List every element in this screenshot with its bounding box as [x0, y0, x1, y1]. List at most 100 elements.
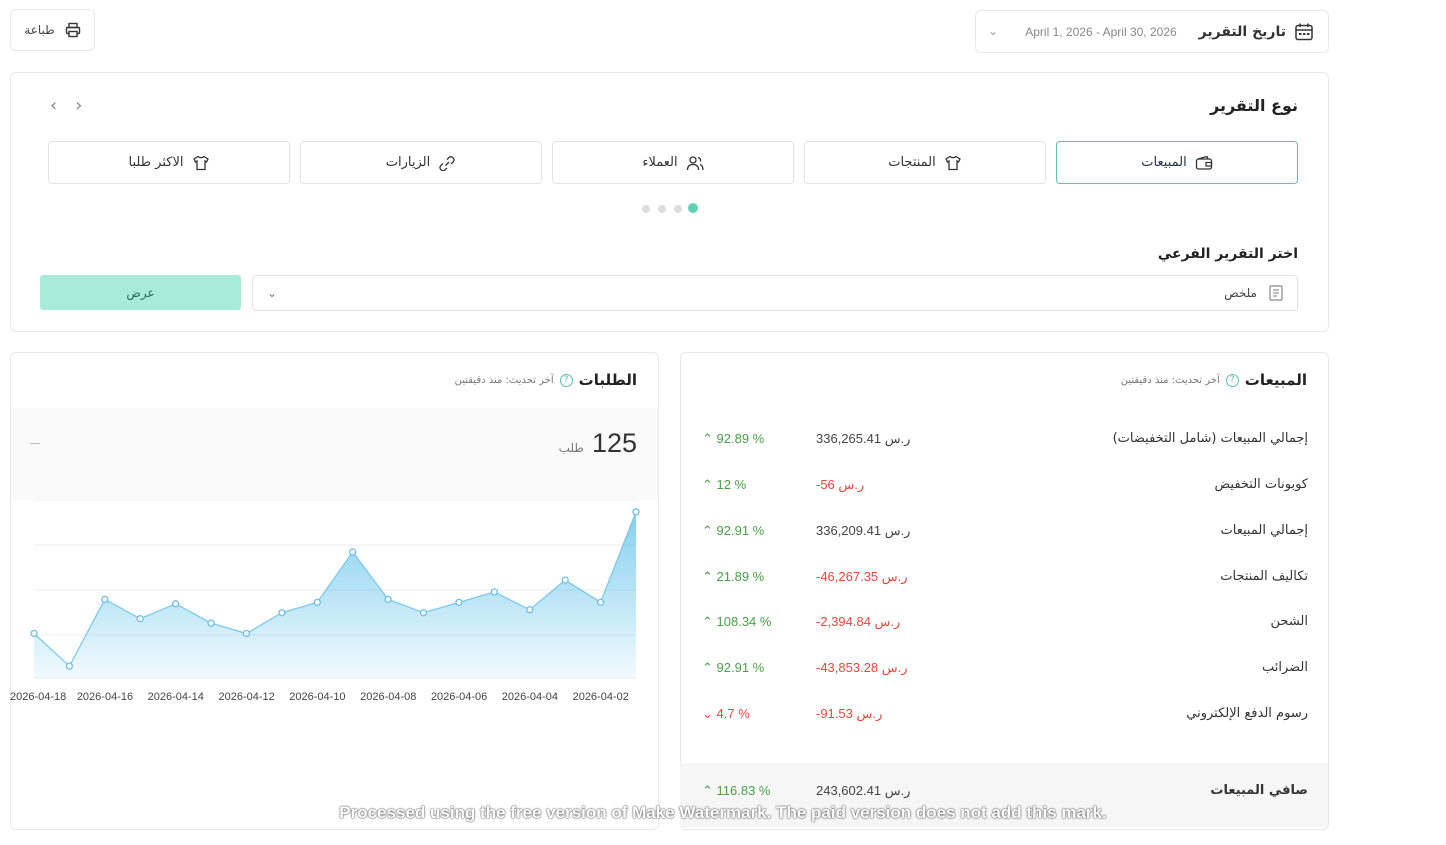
tab-most-ordered[interactable]: الاكثر طلبا [48, 141, 290, 184]
row-value: 336,209.41 ر.س [816, 523, 911, 538]
sales-row: رسوم الدفع الإلكتروني -91.53 ر.س ⌄ 4.7 % [690, 706, 1308, 726]
trend-up-icon: ⌃ [702, 660, 717, 675]
trend-up-icon: ⌃ [702, 523, 717, 538]
data-point[interactable] [455, 598, 463, 606]
trend-up-icon: ⌃ [702, 614, 717, 629]
tab-label: الاكثر طلبا [128, 155, 184, 170]
data-point[interactable] [136, 615, 144, 623]
x-tick-label: 2026-04-02 [572, 691, 629, 703]
tab-products[interactable]: المنتجات [804, 141, 1046, 184]
row-pct: ⌄ 4.7 % [702, 706, 750, 721]
row-label: إجمالي المبيعات [1220, 523, 1308, 538]
shirt-icon [192, 155, 209, 170]
trend-up-icon: ⌃ [702, 783, 717, 798]
date-label: تاريخ التقرير [1198, 23, 1286, 40]
pager-dot[interactable] [674, 205, 682, 213]
data-point[interactable] [65, 662, 74, 670]
orders-summary-band [11, 408, 658, 500]
sales-panel [680, 352, 1329, 830]
chevron-right-icon[interactable]: › [75, 95, 83, 116]
data-point[interactable] [596, 598, 605, 606]
chevron-down-icon: ⌄ [267, 286, 278, 300]
watermark-caption: Processed using the free version of Make… [339, 803, 1107, 822]
shirt-icon [944, 155, 961, 170]
row-label: كوبونات التخفيض [1214, 477, 1308, 492]
data-point[interactable] [419, 609, 428, 617]
x-tick-label: 2026-04-04 [501, 691, 559, 703]
orders-total: 125 طلب [559, 428, 637, 459]
carousel-arrows: ‹ › [50, 95, 82, 116]
data-point[interactable] [561, 576, 569, 584]
x-tick-label: 2026-04-06 [430, 691, 488, 703]
tab-sales[interactable]: المبيعات [1056, 141, 1298, 184]
data-point[interactable] [384, 595, 392, 604]
link-icon [439, 155, 455, 171]
trend-down-icon: ⌄ [702, 706, 717, 721]
date-range-value: April 1, 2026 - April 30, 2026 [1025, 24, 1177, 39]
tab-customers[interactable]: العملاء [552, 141, 794, 184]
x-tick-label: 2026-04-16 [76, 691, 134, 703]
sub-report-select[interactable]: ملخص ⌄ [252, 275, 1298, 311]
data-point[interactable] [171, 600, 180, 608]
sales-panel-title: المبيعات [1244, 371, 1307, 389]
row-pct: ⌃ 116.83 % [702, 783, 771, 798]
row-value: 243,602.41 ر.س [816, 783, 911, 798]
calendar-icon [1295, 23, 1313, 40]
data-point[interactable] [313, 598, 321, 606]
data-point[interactable] [101, 595, 109, 604]
trend-up-icon: ⌃ [702, 431, 717, 446]
data-point[interactable] [349, 548, 357, 556]
row-label: تكاليف المنتجات [1220, 569, 1308, 584]
sub-report-value: ملخص [1224, 286, 1257, 300]
data-point[interactable] [632, 508, 640, 516]
chevron-left-icon[interactable]: ‹ [50, 95, 58, 116]
legend-toggle[interactable] [30, 443, 40, 444]
help-icon[interactable]: ? [1225, 373, 1239, 387]
row-label: الضرائب [1261, 660, 1308, 675]
trend-up-icon: ⌃ [702, 569, 717, 584]
data-point[interactable] [526, 606, 534, 614]
tab-label: الزيارات [385, 155, 431, 170]
trend-up-icon: ⌃ [702, 477, 717, 492]
row-value: -91.53 ر.س [816, 706, 883, 721]
print-label: طباعة [24, 23, 55, 37]
show-button[interactable]: عرض [40, 275, 241, 310]
sales-row: الضرائب -43,853.28 ر.س ⌃ 92.91 % [690, 660, 1308, 680]
row-value: -46,267.35 ر.س [816, 569, 908, 584]
row-label: صافي المبيعات [1210, 783, 1308, 798]
orders-total-unit: طلب [558, 441, 584, 455]
sales-panel-header: المبيعات ? آخر تحديث: منذ دقيقتين [1121, 371, 1307, 389]
row-value: 336,265.41 ر.س [816, 431, 911, 446]
last-updated: آخر تحديث: منذ دقيقتين [1120, 374, 1220, 386]
pager-dot[interactable] [658, 205, 666, 213]
data-point[interactable] [207, 619, 215, 627]
help-icon[interactable]: ? [559, 373, 573, 387]
row-label: الشحن [1270, 614, 1308, 629]
sales-row: تكاليف المنتجات -46,267.35 ر.س ⌃ 21.89 % [690, 569, 1308, 589]
date-range-picker[interactable]: تاريخ التقرير April 1, 2026 - April 30, … [975, 10, 1329, 53]
sales-row: الشحن -2,394.84 ر.س ⌃ 108.34 % [690, 614, 1308, 634]
x-tick-label: 2026-04-12 [218, 691, 275, 703]
data-point[interactable] [490, 588, 499, 596]
data-point[interactable] [30, 629, 38, 638]
pager-dot-active[interactable] [688, 203, 698, 213]
report-type-title: نوع التقرير [1210, 96, 1298, 115]
pager-dot[interactable] [642, 205, 650, 213]
document-icon [1269, 285, 1283, 301]
orders-panel-header: الطلبات ? آخر تحديث: منذ دقيقتين [455, 371, 637, 389]
users-icon [686, 155, 704, 170]
data-point[interactable] [242, 629, 251, 638]
sub-report-title: اختر التقرير الفرعي [1157, 246, 1298, 262]
print-button[interactable]: طباعة [10, 9, 95, 51]
last-updated: آخر تحديث: منذ دقيقتين [454, 374, 554, 386]
row-label: إجمالي المبيعات (شامل التخفيضات) [1112, 431, 1308, 446]
tab-visits[interactable]: الزيارات [300, 141, 542, 184]
data-point[interactable] [278, 609, 286, 617]
chevron-down-icon: ⌄ [988, 24, 999, 38]
row-value: -56 ر.س [816, 477, 865, 492]
net-sales-row: صافي المبيعات 243,602.41 ر.س ⌃ 116.83 % [690, 783, 1308, 803]
tab-label: العملاء [642, 155, 678, 170]
tab-label: المبيعات [1141, 155, 1187, 170]
x-tick-label: 2026-04-10 [289, 691, 346, 703]
x-tick-label: 2026-04-08 [360, 691, 417, 703]
